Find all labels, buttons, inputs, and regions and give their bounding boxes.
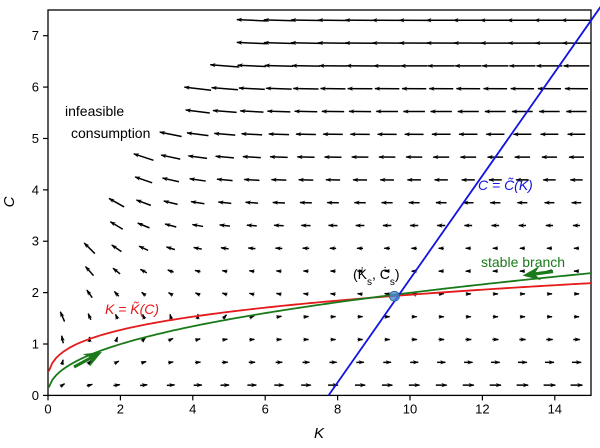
svg-text:6: 6 (262, 401, 269, 416)
svg-text:2: 2 (32, 285, 39, 300)
svg-text:12: 12 (475, 401, 489, 416)
svg-text:K = K̃(C): K = K̃(C) (105, 301, 159, 317)
svg-text:7: 7 (32, 28, 39, 43)
svg-text:4: 4 (189, 401, 196, 416)
svg-text:0: 0 (32, 388, 39, 403)
svg-text:consumption: consumption (71, 125, 150, 141)
svg-text:stable branch: stable branch (481, 254, 565, 270)
svg-text:K: K (314, 425, 325, 442)
svg-text:10: 10 (403, 401, 417, 416)
svg-text:C: C (1, 196, 18, 207)
svg-text:C = C̃(K): C = C̃(K) (478, 177, 533, 193)
svg-text:1: 1 (32, 337, 39, 352)
svg-text:8: 8 (334, 401, 341, 416)
svg-text:14: 14 (548, 401, 562, 416)
svg-text:3: 3 (32, 234, 39, 249)
svg-text:0: 0 (44, 401, 51, 416)
svg-text:4: 4 (32, 182, 39, 197)
svg-text:5: 5 (32, 131, 39, 146)
svg-text:infeasible: infeasible (65, 103, 124, 119)
svg-text:6: 6 (32, 80, 39, 95)
svg-text:2: 2 (117, 401, 124, 416)
